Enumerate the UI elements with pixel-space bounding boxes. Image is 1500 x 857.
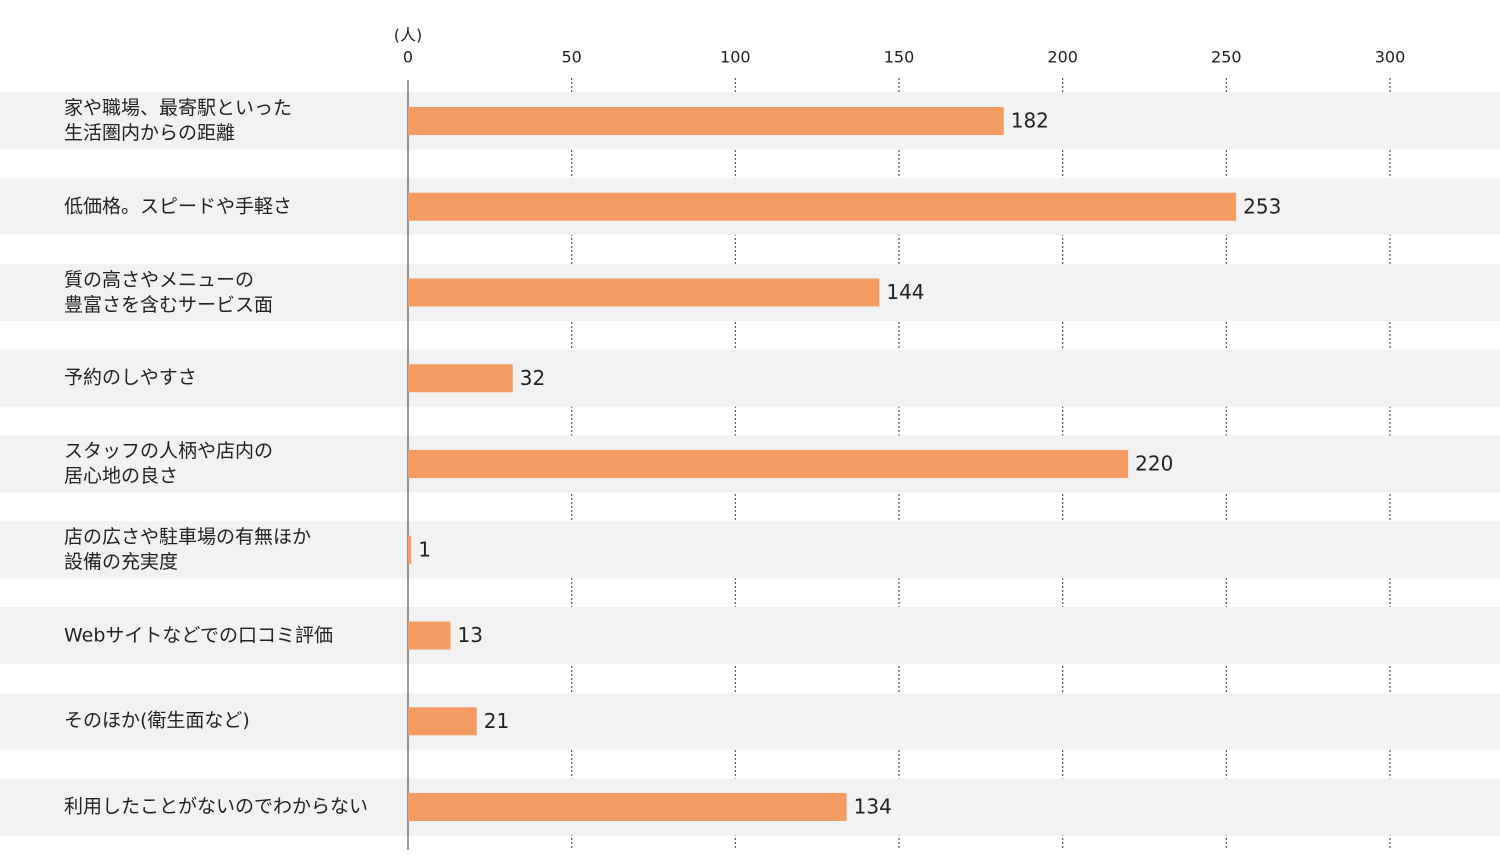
value-label: 21 [484,709,509,733]
x-tick-label: 300 [1375,48,1406,67]
value-label: 182 [1011,109,1049,133]
unit-label: (人) [394,26,423,45]
category-label: 店の広さや駐車場の有無ほか 設備の充実度 [64,525,312,573]
row-band [0,607,1500,664]
value-label: 220 [1135,452,1173,476]
category-label: スタッフの人柄や店内の 居心地の良さ [64,440,274,487]
bar [408,192,1237,221]
x-tick-label: 50 [561,48,581,67]
bar [408,621,451,650]
category-label: 低価格。スピードや手軽さ [64,195,293,218]
bar [408,364,513,393]
bar [408,535,412,564]
value-label: 253 [1243,194,1281,218]
row-band [0,521,1500,579]
bar [408,450,1129,478]
x-tick-label: 0 [403,48,413,67]
row-band [0,692,1500,750]
row-band [0,349,1500,407]
category-label: そのほか(衛生面など) [64,709,250,732]
bar [408,107,1004,135]
x-tick-label: 200 [1047,48,1078,67]
x-tick-label: 100 [720,48,751,67]
value-label: 1 [418,537,431,561]
category-label: 質の高さやメニューの 豊富さを含むサービス面 [64,268,274,316]
bar [408,278,880,307]
value-label: 144 [886,280,924,304]
bar [408,793,847,821]
value-label: 134 [854,795,892,819]
x-tick-label: 250 [1211,48,1242,67]
category-label: Webサイトなどでの口コミ評価 [64,624,334,646]
category-label: 家や職場、最寄駅といった 生活圏内からの距離 [64,97,293,144]
value-label: 32 [520,366,545,390]
value-label: 13 [458,623,483,647]
category-label: 予約のしやすさ [64,366,197,389]
x-tick-label: 150 [884,48,915,67]
bar [408,707,477,736]
category-label: 利用したことがないのでわからない [64,795,369,818]
